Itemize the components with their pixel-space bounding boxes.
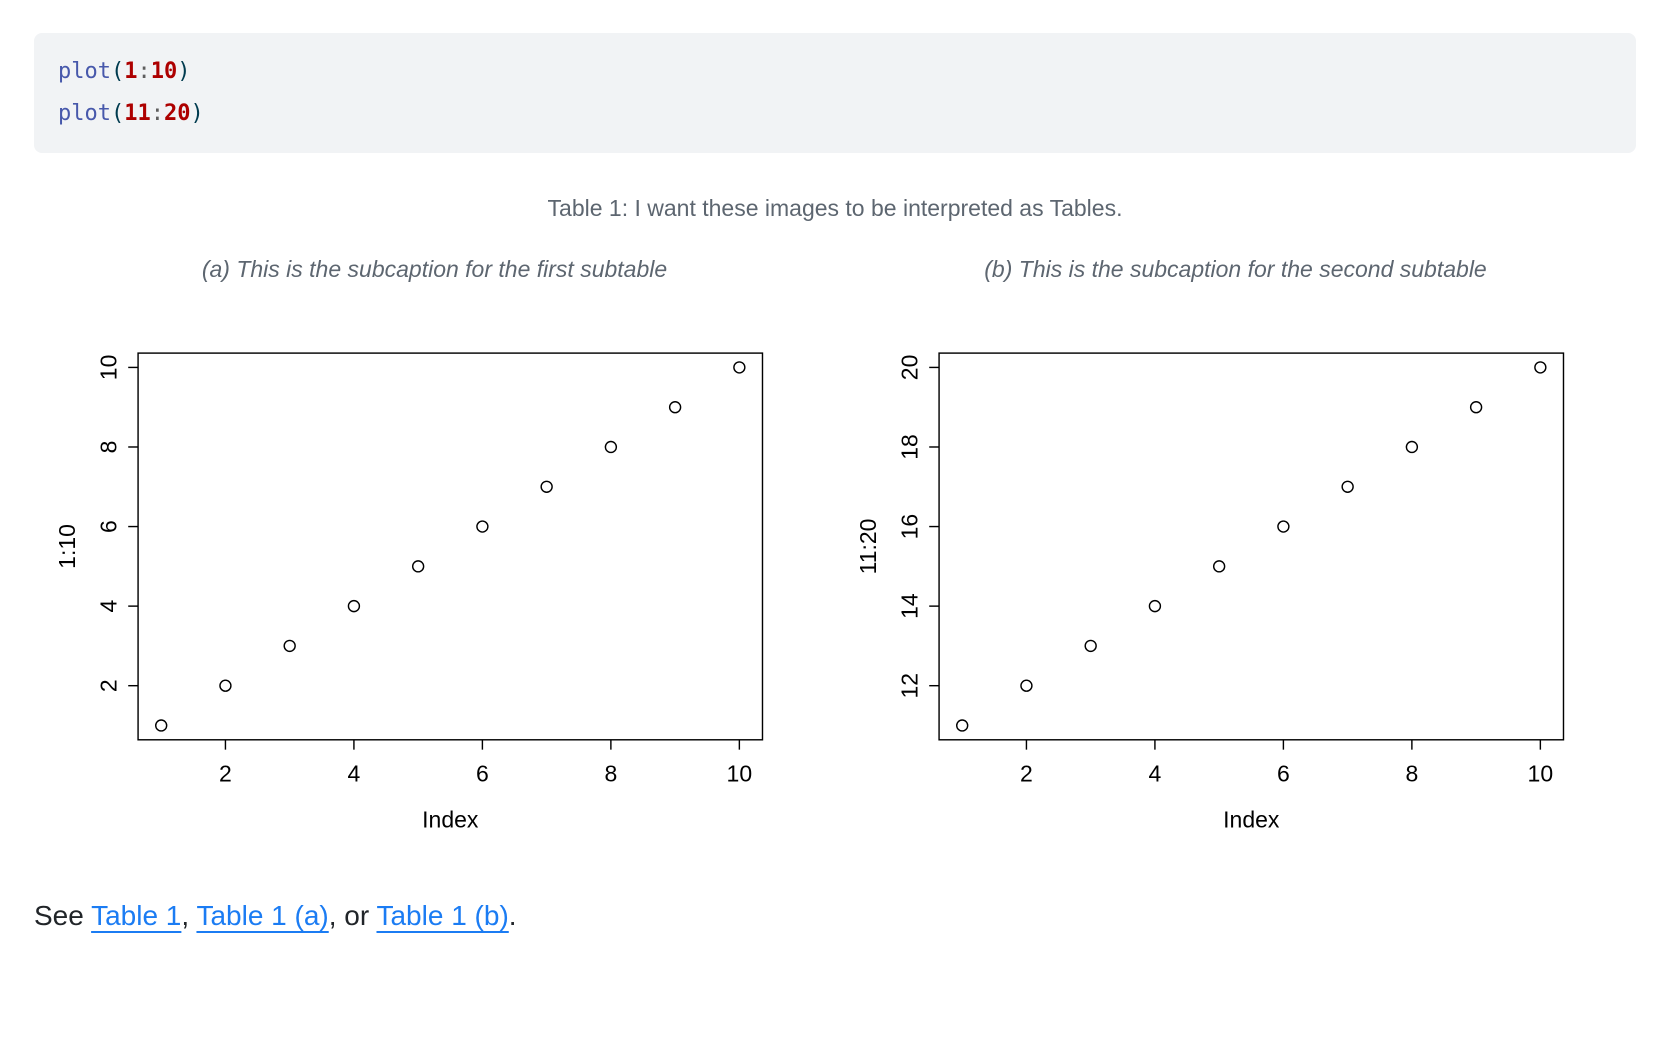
- code-token: 20: [163, 101, 191, 126]
- code-line-1: plot(1:10): [58, 51, 1612, 93]
- x-axis-title: Index: [422, 806, 479, 832]
- data-point: [733, 361, 746, 374]
- code-block: plot(1:10) plot(11:20): [34, 33, 1636, 153]
- link-table-1-a[interactable]: Table 1 (a): [196, 900, 329, 932]
- r-scatter-plot-b: 2 4 6 8 10 12 14 16 18 20 Index 11:20: [855, 352, 1565, 832]
- y-tick-label: 14: [897, 593, 923, 619]
- data-point: [1212, 560, 1226, 573]
- y-axis-title: 11:20: [855, 519, 881, 575]
- y-tick-label: 20: [897, 355, 923, 381]
- x-tick-label: 4: [348, 760, 361, 786]
- x-tick-label: 2: [1020, 760, 1033, 786]
- y-tick-label: 12: [897, 673, 923, 699]
- code-token: :: [137, 59, 151, 84]
- data-point: [1534, 361, 1547, 374]
- code-token: (: [110, 59, 125, 84]
- link-table-1[interactable]: Table 1: [91, 900, 182, 932]
- data-point: [1020, 679, 1033, 692]
- x-tick-label: 8: [604, 760, 617, 786]
- y-tick-label: 2: [96, 679, 122, 692]
- data-point: [1277, 520, 1290, 533]
- data-point: [219, 679, 232, 692]
- data-point: [540, 480, 553, 493]
- footer-text: .: [508, 900, 517, 932]
- data-point: [155, 719, 168, 732]
- x-tick-label: 4: [1149, 760, 1162, 786]
- data-point: [604, 440, 618, 454]
- y-tick-label: 6: [96, 520, 122, 533]
- code-token: plot: [58, 59, 111, 84]
- x-tick-label: 10: [727, 760, 753, 786]
- code-token: 11: [124, 101, 151, 126]
- code-token: (: [110, 101, 125, 126]
- data-point: [1148, 599, 1162, 613]
- subcaption-a: (a) This is the subcaption for the first…: [201, 256, 668, 282]
- y-tick-label: 10: [96, 355, 122, 381]
- footer-text: See: [34, 900, 92, 932]
- code-token: 1: [124, 59, 138, 84]
- table-caption: Table 1: I want these images to be inter…: [547, 195, 1123, 221]
- r-scatter-plot-a: 2 4 6 8 10 2 4 6 8 10 Index 1:10: [54, 352, 764, 832]
- cross-reference-line: See Table 1, Table 1 (a), or Table 1 (b)…: [34, 900, 1636, 932]
- y-tick-label: 4: [96, 600, 122, 613]
- data-point: [1084, 639, 1097, 653]
- x-tick-label: 6: [1277, 760, 1290, 786]
- subtable-b: (b) This is the subcaption for the secon…: [835, 256, 1636, 838]
- scatter-plot-a: 2 4 6 8 10 2 4 6 8 10 Index 1:10: [34, 329, 779, 838]
- y-tick-label: 8: [96, 441, 122, 454]
- data-point: [283, 639, 296, 653]
- page: plot(1:10) plot(11:20) Table 1: I want th…: [34, 33, 1636, 932]
- subtable-a: (a) This is the subcaption for the first…: [34, 256, 835, 838]
- code-token: ): [190, 101, 204, 126]
- link-table-1-b[interactable]: Table 1 (b): [376, 900, 509, 932]
- code-token: ): [177, 59, 191, 84]
- code-line-2: plot(11:20): [58, 93, 1612, 135]
- r-source-code: plot(1:10) plot(11:20): [58, 51, 1612, 135]
- data-point: [668, 401, 682, 414]
- subtable-row: (a) This is the subcaption for the first…: [34, 256, 1636, 838]
- code-token: :: [150, 101, 164, 126]
- footer-text: ,: [181, 900, 197, 932]
- y-tick-label: 18: [897, 434, 923, 460]
- subcaption-b: (b) This is the subcaption for the secon…: [984, 256, 1487, 282]
- data-point: [956, 719, 969, 732]
- y-axis-title: 1:10: [54, 524, 80, 569]
- data-point: [1469, 401, 1483, 414]
- x-tick-label: 2: [219, 760, 232, 786]
- data-point: [411, 560, 425, 573]
- y-tick-label: 16: [897, 514, 923, 540]
- x-tick-label: 10: [1528, 760, 1554, 786]
- x-tick-label: 8: [1405, 760, 1418, 786]
- x-axis-title: Index: [1223, 806, 1280, 832]
- data-point: [1341, 480, 1354, 493]
- scatter-plot-b: 2 4 6 8 10 12 14 16 18 20 Index 11:20: [835, 329, 1580, 838]
- x-tick-label: 6: [476, 760, 489, 786]
- code-token: plot: [58, 101, 111, 126]
- data-point: [476, 520, 489, 533]
- code-token: 10: [150, 59, 178, 84]
- data-point: [347, 599, 361, 613]
- data-point: [1405, 440, 1419, 454]
- footer-text: , or: [328, 900, 377, 932]
